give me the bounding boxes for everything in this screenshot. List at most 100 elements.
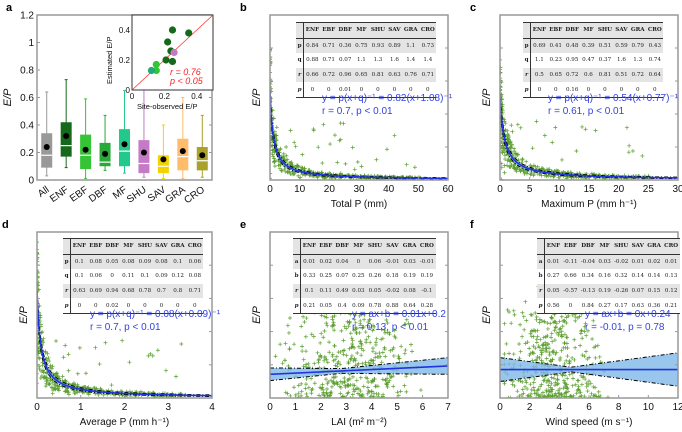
table-cell: 0.19 bbox=[420, 273, 434, 280]
table-cell: 0.6 bbox=[580, 67, 597, 83]
table-cell: 0.39 bbox=[580, 38, 597, 54]
data-point bbox=[551, 348, 556, 353]
data-point bbox=[525, 340, 530, 345]
data-point bbox=[359, 164, 364, 169]
data-point bbox=[554, 321, 559, 326]
param-table-e: ENF EBF DBF MF SHU SAV GRA CRO a 0.01 0.02 0.04 0 0.0… bbox=[293, 238, 436, 314]
data-point bbox=[300, 166, 305, 171]
table-cell: 0.07 bbox=[629, 283, 646, 299]
table-header-cell: SHU bbox=[136, 238, 154, 255]
table-cell: -0.01 bbox=[418, 254, 436, 270]
data-point bbox=[391, 353, 396, 358]
x-tick-label: 4 bbox=[369, 402, 375, 413]
table-cell: 1.3 bbox=[373, 57, 383, 64]
data-point bbox=[582, 324, 587, 329]
table-header-cell: ENF bbox=[300, 238, 318, 255]
table-cell: 0.14 bbox=[631, 273, 645, 280]
data-point bbox=[418, 388, 423, 393]
data-point bbox=[387, 332, 392, 337]
box-GRA bbox=[177, 97, 189, 180]
data-point bbox=[549, 389, 554, 394]
data-point bbox=[531, 173, 536, 178]
data-point bbox=[333, 363, 338, 368]
box-iqr bbox=[119, 129, 130, 167]
table-cell: 0.05 bbox=[366, 283, 384, 299]
data-point bbox=[576, 387, 581, 392]
data-point bbox=[292, 342, 297, 347]
data-point bbox=[518, 168, 523, 173]
inset-x-label: Site-observed E/P bbox=[137, 102, 197, 111]
data-point bbox=[46, 355, 51, 360]
data-point bbox=[560, 372, 565, 377]
data-point bbox=[549, 381, 554, 386]
data-point bbox=[551, 174, 556, 179]
table-cell: 0.64 bbox=[403, 302, 416, 309]
data-point bbox=[285, 157, 290, 162]
data-point bbox=[520, 379, 525, 384]
data-point bbox=[535, 172, 540, 177]
data-point bbox=[356, 387, 361, 392]
table-cell: 0.17 bbox=[614, 302, 628, 309]
data-point bbox=[321, 122, 326, 127]
data-point bbox=[541, 335, 546, 340]
table-cell: 0.23 bbox=[549, 57, 562, 64]
y-tick-label: 0.8 bbox=[20, 66, 34, 77]
data-point bbox=[534, 119, 539, 124]
data-point bbox=[358, 321, 363, 326]
table-header-cell: SHU bbox=[612, 238, 630, 255]
table-cell: 0.74 bbox=[648, 57, 662, 64]
data-point bbox=[382, 345, 387, 350]
data-point bbox=[385, 385, 390, 390]
ci-lower-bound bbox=[500, 371, 678, 387]
data-point bbox=[502, 170, 507, 175]
data-point bbox=[370, 328, 375, 333]
data-point bbox=[593, 355, 598, 360]
data-point bbox=[582, 329, 587, 334]
data-point bbox=[563, 381, 568, 386]
box-CRO bbox=[196, 114, 208, 178]
category-label: SAV bbox=[146, 184, 168, 204]
data-point bbox=[335, 381, 340, 386]
data-point bbox=[591, 318, 596, 323]
table-cell: 0.78 bbox=[136, 283, 154, 299]
data-point bbox=[370, 349, 375, 354]
data-point bbox=[321, 387, 326, 392]
data-point bbox=[303, 386, 308, 391]
data-point bbox=[334, 354, 339, 359]
data-point bbox=[507, 351, 512, 356]
data-point bbox=[520, 387, 525, 392]
table-cell: 0.73 bbox=[419, 38, 437, 54]
table-header-cell: GRA bbox=[401, 238, 419, 255]
y-axis-label-c: E/P bbox=[481, 88, 493, 106]
data-point bbox=[516, 152, 521, 157]
data-point bbox=[528, 382, 533, 387]
category-label: EBF bbox=[68, 184, 90, 204]
data-point bbox=[338, 349, 343, 354]
data-point bbox=[302, 320, 307, 325]
data-point bbox=[528, 351, 533, 356]
data-point bbox=[321, 335, 326, 340]
table-cell: 0.84 bbox=[581, 302, 595, 309]
data-point bbox=[403, 348, 408, 353]
data-point bbox=[552, 328, 557, 333]
data-point bbox=[309, 332, 314, 337]
data-point bbox=[309, 388, 314, 393]
fit-line bbox=[500, 97, 678, 179]
data-point bbox=[282, 358, 287, 363]
data-point bbox=[337, 138, 342, 143]
table-cell: 0.88 bbox=[306, 57, 319, 64]
data-point bbox=[553, 125, 558, 130]
x-tick-label: 30 bbox=[672, 184, 682, 195]
table-cell: 0.03 bbox=[350, 283, 367, 299]
data-point bbox=[66, 390, 71, 395]
data-point bbox=[515, 122, 520, 127]
table-header-cell: MF bbox=[580, 22, 597, 39]
data-point bbox=[546, 393, 551, 398]
table-cell: 0.69 bbox=[87, 283, 104, 299]
data-point bbox=[503, 157, 508, 162]
data-point bbox=[584, 381, 589, 386]
data-point bbox=[367, 325, 372, 330]
x-tick-label: 15 bbox=[583, 184, 595, 195]
data-point bbox=[531, 344, 536, 349]
